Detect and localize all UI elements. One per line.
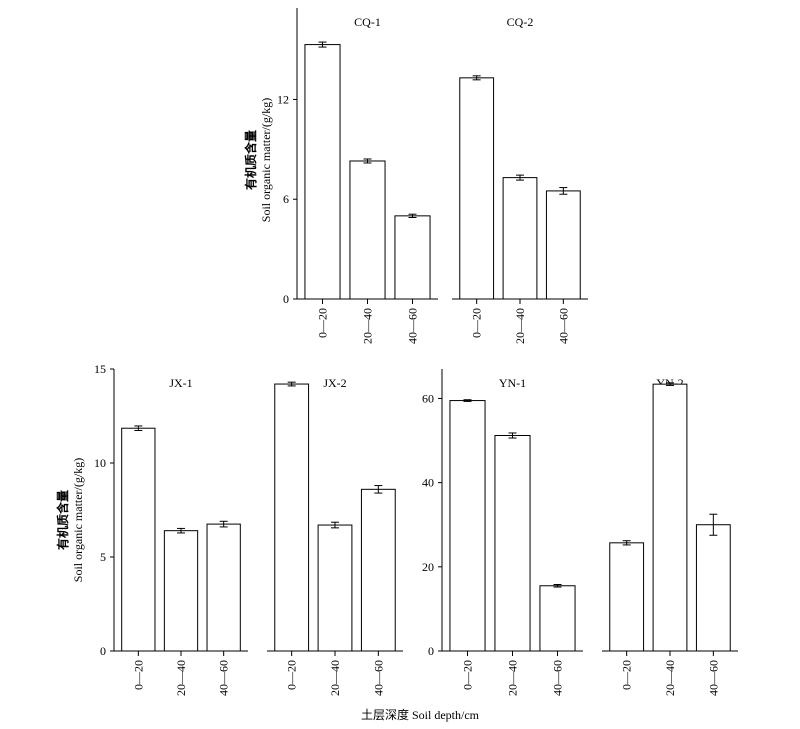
bar [206, 523, 241, 652]
x-tick-label: 40—60 [556, 308, 570, 344]
y-tick-label: 10 [94, 456, 106, 470]
top-ylabel-cn: 有机质含量 [243, 130, 258, 190]
bar [609, 542, 645, 652]
bar [545, 190, 581, 300]
bar [394, 215, 431, 300]
panel-title: JX-2 [323, 376, 346, 390]
x-tick-label: 40—60 [551, 660, 565, 696]
y-tick-label: 0 [283, 292, 289, 306]
bar [163, 530, 199, 652]
x-tick-label: 20—40 [513, 308, 527, 344]
bar [502, 177, 538, 300]
bar [539, 585, 576, 652]
x-tick-label: 20—40 [663, 660, 677, 696]
y-tick-label: 12 [277, 92, 289, 106]
bar [274, 383, 310, 652]
bottom-ylabel-en: Soil organic matter/(g/kg) [71, 458, 85, 582]
top-ylabel-en: Soil organic matter/(g/kg) [259, 98, 273, 222]
x-tick-label: 0—20 [285, 660, 299, 690]
x-tick-label: 40—60 [706, 660, 720, 696]
bar [459, 77, 495, 300]
x-tick-label: 40—60 [406, 308, 420, 344]
panel-title: CQ-1 [354, 15, 381, 29]
x-tick-label: 0—20 [620, 660, 634, 690]
y-tick-label: 60 [422, 391, 434, 405]
panel-cq-2: CQ-2 0—20 20—40 40—60 [452, 15, 588, 344]
y-tick-label: 20 [422, 560, 434, 574]
bar [349, 160, 386, 300]
x-tick-label: 40—60 [217, 660, 231, 696]
chart-panels: 0 6 12 CQ-1 0—20 20—40 40—60 CQ-2 0—20 20—40 40—60… [94, 8, 738, 696]
x-tick-label: 20—40 [328, 660, 342, 696]
panel-title: JX-1 [169, 376, 192, 390]
bar [121, 427, 156, 652]
panel-cq-1: 0 6 12 CQ-1 0—20 20—40 40—60 [277, 8, 438, 344]
y-tick-label: 0 [100, 644, 106, 658]
bottom-ylabel-cn: 有机质含量 [55, 490, 70, 550]
bar [494, 435, 531, 652]
bar [360, 488, 396, 652]
bar [304, 44, 341, 300]
y-tick-label: 0 [428, 644, 434, 658]
y-tick-label: 6 [283, 192, 289, 206]
x-tick-label: 40—60 [371, 660, 385, 696]
x-tick-label: 0—20 [131, 660, 145, 690]
x-tick-label: 20—40 [174, 660, 188, 696]
bar [652, 383, 688, 652]
y-tick-label: 5 [100, 550, 106, 564]
bar [317, 524, 353, 652]
y-tick-label: 40 [422, 476, 434, 490]
x-tick-label: 0—20 [470, 308, 484, 338]
y-tick-label: 15 [94, 362, 106, 376]
bar [449, 400, 486, 652]
x-tick-label: 20—40 [506, 660, 520, 696]
x-tick-label: 0—20 [316, 308, 330, 338]
panel-title: YN-1 [499, 376, 526, 390]
x-tick-label: 20—40 [361, 308, 375, 344]
panel-yn-1: 0 20 40 60 YN-1 0—20 20—40 40—60 [422, 369, 583, 696]
panel-jx-1: 0 5 10 15 JX-1 0—20 20—40 40—60 [94, 362, 248, 696]
panel-title: CQ-2 [507, 15, 534, 29]
x-tick-label: 0—20 [461, 660, 475, 690]
bar [695, 524, 731, 652]
x-axis-label: 土层深度 Soil depth/cm [361, 707, 480, 722]
panel-jx-2: JX-2 0—20 20—40 40—60 [267, 376, 403, 696]
